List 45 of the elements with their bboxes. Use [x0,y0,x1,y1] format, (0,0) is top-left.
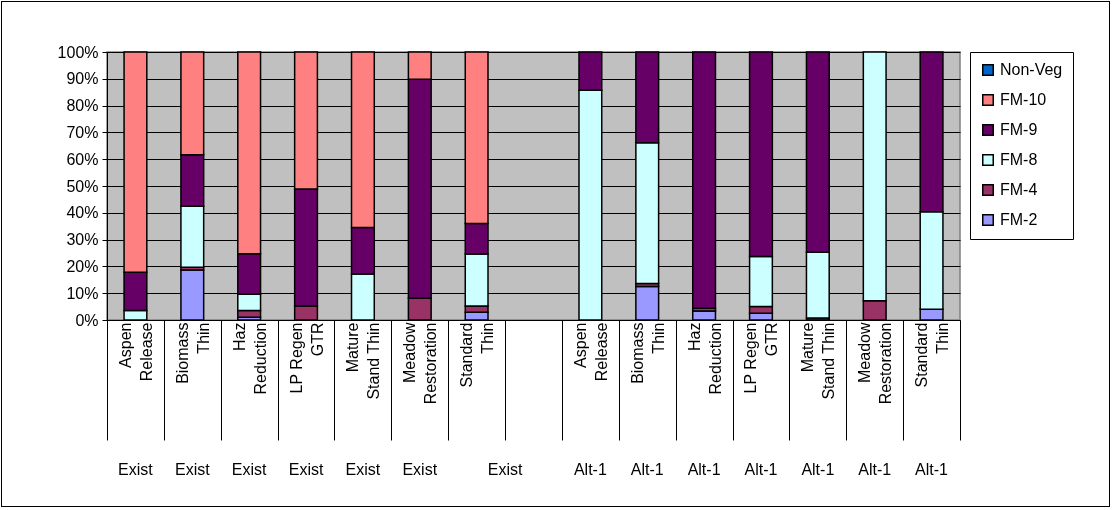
legend-label: FM-2 [1000,211,1038,228]
x-tick-label: Biomass Thin [628,322,667,384]
text: Exist [174,461,211,478]
text: Alt-1 [630,461,664,478]
text: Alt-1 [573,461,607,478]
text: Alt-1 [687,461,721,478]
y-tick-label: 0% [75,311,99,329]
y-tick-label: 90% [66,70,99,88]
x-tick-label: Standard Thin [913,322,952,388]
legend-label: FM-10 [1000,91,1047,108]
x-tick-label: Haz Reduction [685,322,724,395]
y-tick-label: 10% [66,284,99,302]
text: Exist [345,461,381,478]
y-tick-label: 20% [66,257,99,275]
x-tick-label: Aspen Release [116,322,155,382]
y-tick-label: 70% [66,123,99,141]
y-tick-label: 80% [66,97,99,115]
legend-label: FM-9 [1000,121,1038,138]
x-tick-label: Mature Stand Thin [799,322,838,400]
text: Exist [118,461,154,478]
x-tick-label: Meadow Restoration [401,322,440,405]
text: Alt-1 [915,461,949,478]
x-tick-label: LP Regen GTR [287,322,326,394]
y-tick-label: 30% [66,231,99,249]
text: Exist [402,461,438,478]
text: Alt-1 [858,461,892,478]
text: Exist [487,461,523,478]
legend-label: FM-8 [1000,151,1038,168]
x-tick-label: LP Regen GTR [742,322,781,394]
y-tick-label: 60% [66,150,99,168]
x-tick-label: Mature Stand Thin [344,322,383,400]
legend-label: Non-Veg [1000,61,1063,78]
y-tick-label: 50% [66,177,99,195]
x-tick-label: Meadow Restoration [856,322,895,405]
x-tick-label: Biomass Thin [173,322,212,384]
x-tick-label: Aspen Release [571,322,610,382]
x-tick-label: Haz Reduction [230,322,269,395]
text: Exist [288,461,324,478]
text: Exist [231,461,268,478]
text: Alt-1 [801,461,835,478]
text: Alt-1 [744,461,778,478]
x-tick-label: Standard Thin [458,322,497,388]
y-tick-label: 40% [66,204,99,222]
y-tick-label: 100% [57,43,99,61]
legend-label: FM-4 [1000,181,1038,198]
